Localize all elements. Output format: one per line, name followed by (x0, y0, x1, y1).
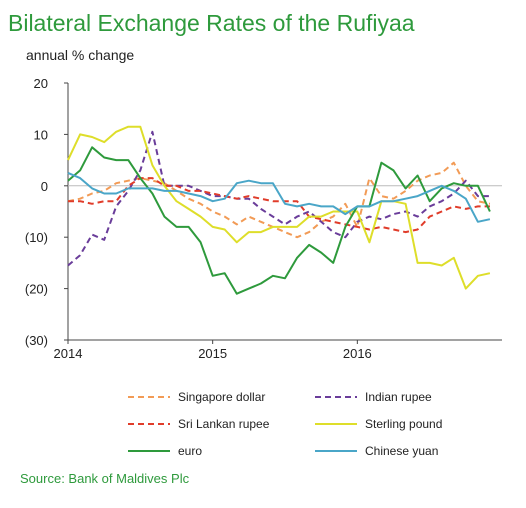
y-tick-label: (20) (25, 282, 48, 297)
legend: Singapore dollar Indian rupee Sri Lankan r… (128, 390, 442, 458)
y-tick-label: (10) (25, 230, 48, 245)
legend-label: Sterling pound (365, 417, 442, 431)
plot-axes: 20 10 0 (10) (20) (30) 2014 2015 2016 (25, 76, 502, 361)
legend-label: Sri Lankan rupee (178, 417, 270, 431)
legend-label: Chinese yuan (365, 444, 438, 458)
series-lines (67, 125, 491, 295)
y-tick-label: 0 (41, 179, 48, 194)
series-line (67, 171, 491, 223)
x-tick-label: 2014 (54, 346, 83, 361)
series-line (67, 125, 491, 290)
x-tick-label: 2016 (343, 346, 372, 361)
y-tick-label: 20 (34, 76, 48, 91)
legend-label: Indian rupee (365, 390, 432, 404)
y-axis-label: annual % change (26, 47, 134, 63)
series-line (67, 146, 491, 295)
y-tick-label: 10 (34, 127, 48, 142)
legend-label: Singapore dollar (178, 390, 265, 404)
series-line (67, 130, 490, 267)
chart-title: Bilateral Exchange Rates of the Rufiyaa (8, 10, 415, 36)
legend-label: euro (178, 444, 202, 458)
x-tick-label: 2015 (198, 346, 227, 361)
source-note: Source: Bank of Maldives Plc (20, 471, 190, 486)
y-tick-label: (30) (25, 333, 48, 348)
series-line (68, 177, 490, 234)
